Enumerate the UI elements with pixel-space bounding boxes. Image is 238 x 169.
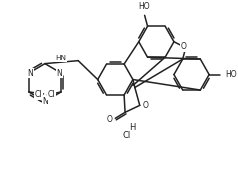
Text: Cl: Cl (47, 90, 55, 99)
Text: N: N (57, 69, 62, 78)
Text: HO: HO (225, 70, 236, 79)
Text: N: N (27, 69, 33, 78)
Text: O: O (143, 101, 149, 110)
Text: O: O (181, 42, 187, 51)
Text: Cl: Cl (35, 90, 42, 99)
Text: N: N (43, 97, 48, 106)
Text: Cl: Cl (123, 131, 131, 140)
Text: HN: HN (55, 55, 66, 61)
Text: O: O (106, 115, 112, 124)
Text: HO: HO (138, 2, 149, 11)
Text: H: H (129, 123, 135, 132)
